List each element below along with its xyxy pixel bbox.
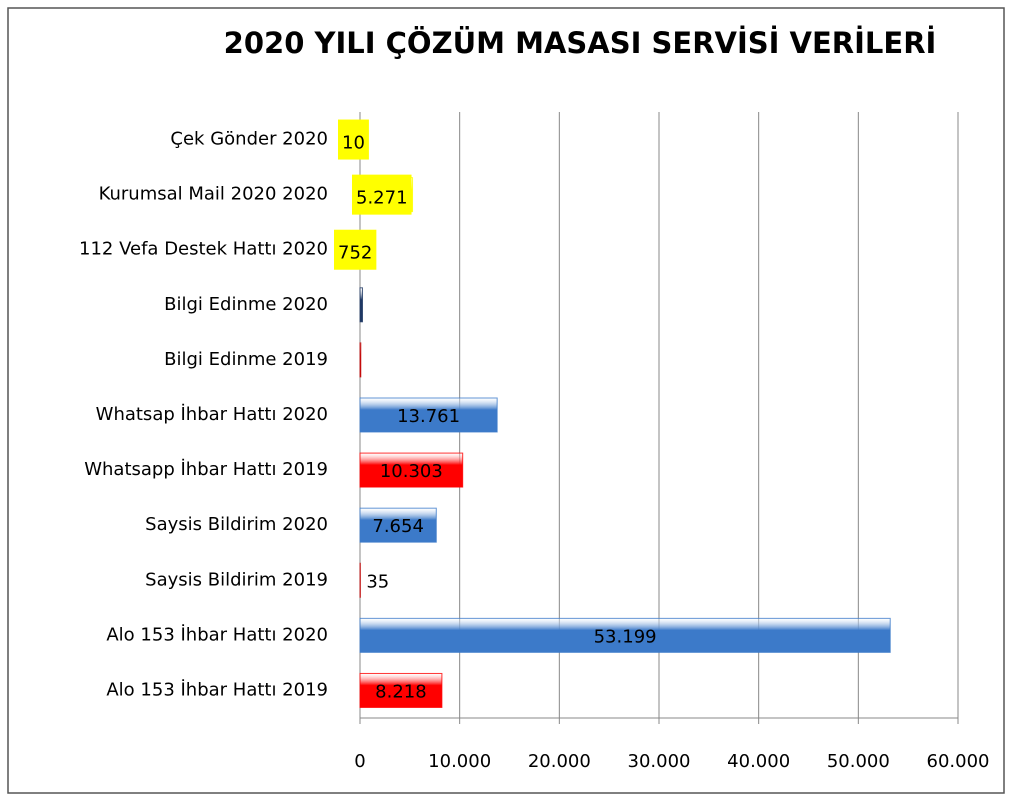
- y-tick-label: Alo 153 İhbar Hattı 2019: [106, 679, 328, 700]
- y-tick-label: Saysis Bildirim 2020: [145, 514, 328, 535]
- chart-frame: [7, 7, 1005, 794]
- value-label-bg: [334, 229, 377, 270]
- y-tick-label: Bilgi Edinme 2019: [164, 349, 328, 370]
- value-label: 8.218: [375, 681, 427, 702]
- value-label: 7.654: [372, 516, 424, 537]
- value-label: 13.761: [397, 406, 460, 427]
- bar: [359, 287, 363, 323]
- y-tick-label: Kurumsal Mail 2020 2020: [99, 184, 328, 205]
- value-label-bg: [352, 174, 412, 215]
- value-label: 35: [366, 571, 389, 592]
- x-tick-label: 0: [354, 751, 365, 772]
- y-tick-label: 112 Vefa Destek Hattı 2020: [79, 239, 328, 260]
- x-tick-label: 10.000: [428, 751, 491, 772]
- y-tick-label: Saysis Bildirim 2019: [145, 569, 328, 590]
- value-label: 752: [338, 243, 372, 264]
- bar: [359, 672, 443, 708]
- value-label: 10: [342, 133, 365, 154]
- x-tick-label: 40.000: [727, 751, 790, 772]
- bar: [359, 452, 464, 488]
- value-label: 10.303: [380, 461, 443, 482]
- value-label: 53.199: [594, 626, 657, 647]
- y-tick-label: Whatsapp İhbar Hattı 2019: [84, 459, 328, 480]
- value-label-bg: [338, 119, 369, 160]
- bar: [359, 507, 437, 543]
- x-tick-label: 50.000: [827, 751, 890, 772]
- x-tick-label: 20.000: [528, 751, 591, 772]
- y-tick-label: Alo 153 İhbar Hattı 2020: [106, 624, 328, 645]
- chart-title: 2020 YILI ÇÖZÜM MASASI SERVİSİ VERİLERİ: [224, 26, 937, 60]
- bar: [359, 342, 362, 378]
- y-tick-label: Whatsap İhbar Hattı 2020: [96, 404, 328, 425]
- y-tick-label: Çek Gönder 2020: [170, 129, 328, 150]
- y-tick-label: Bilgi Edinme 2020: [164, 294, 328, 315]
- x-tick-label: 30.000: [628, 751, 691, 772]
- bar: [359, 617, 891, 653]
- bar: [359, 397, 498, 433]
- x-tick-label: 60.000: [927, 751, 990, 772]
- value-label: 5.271: [356, 188, 408, 209]
